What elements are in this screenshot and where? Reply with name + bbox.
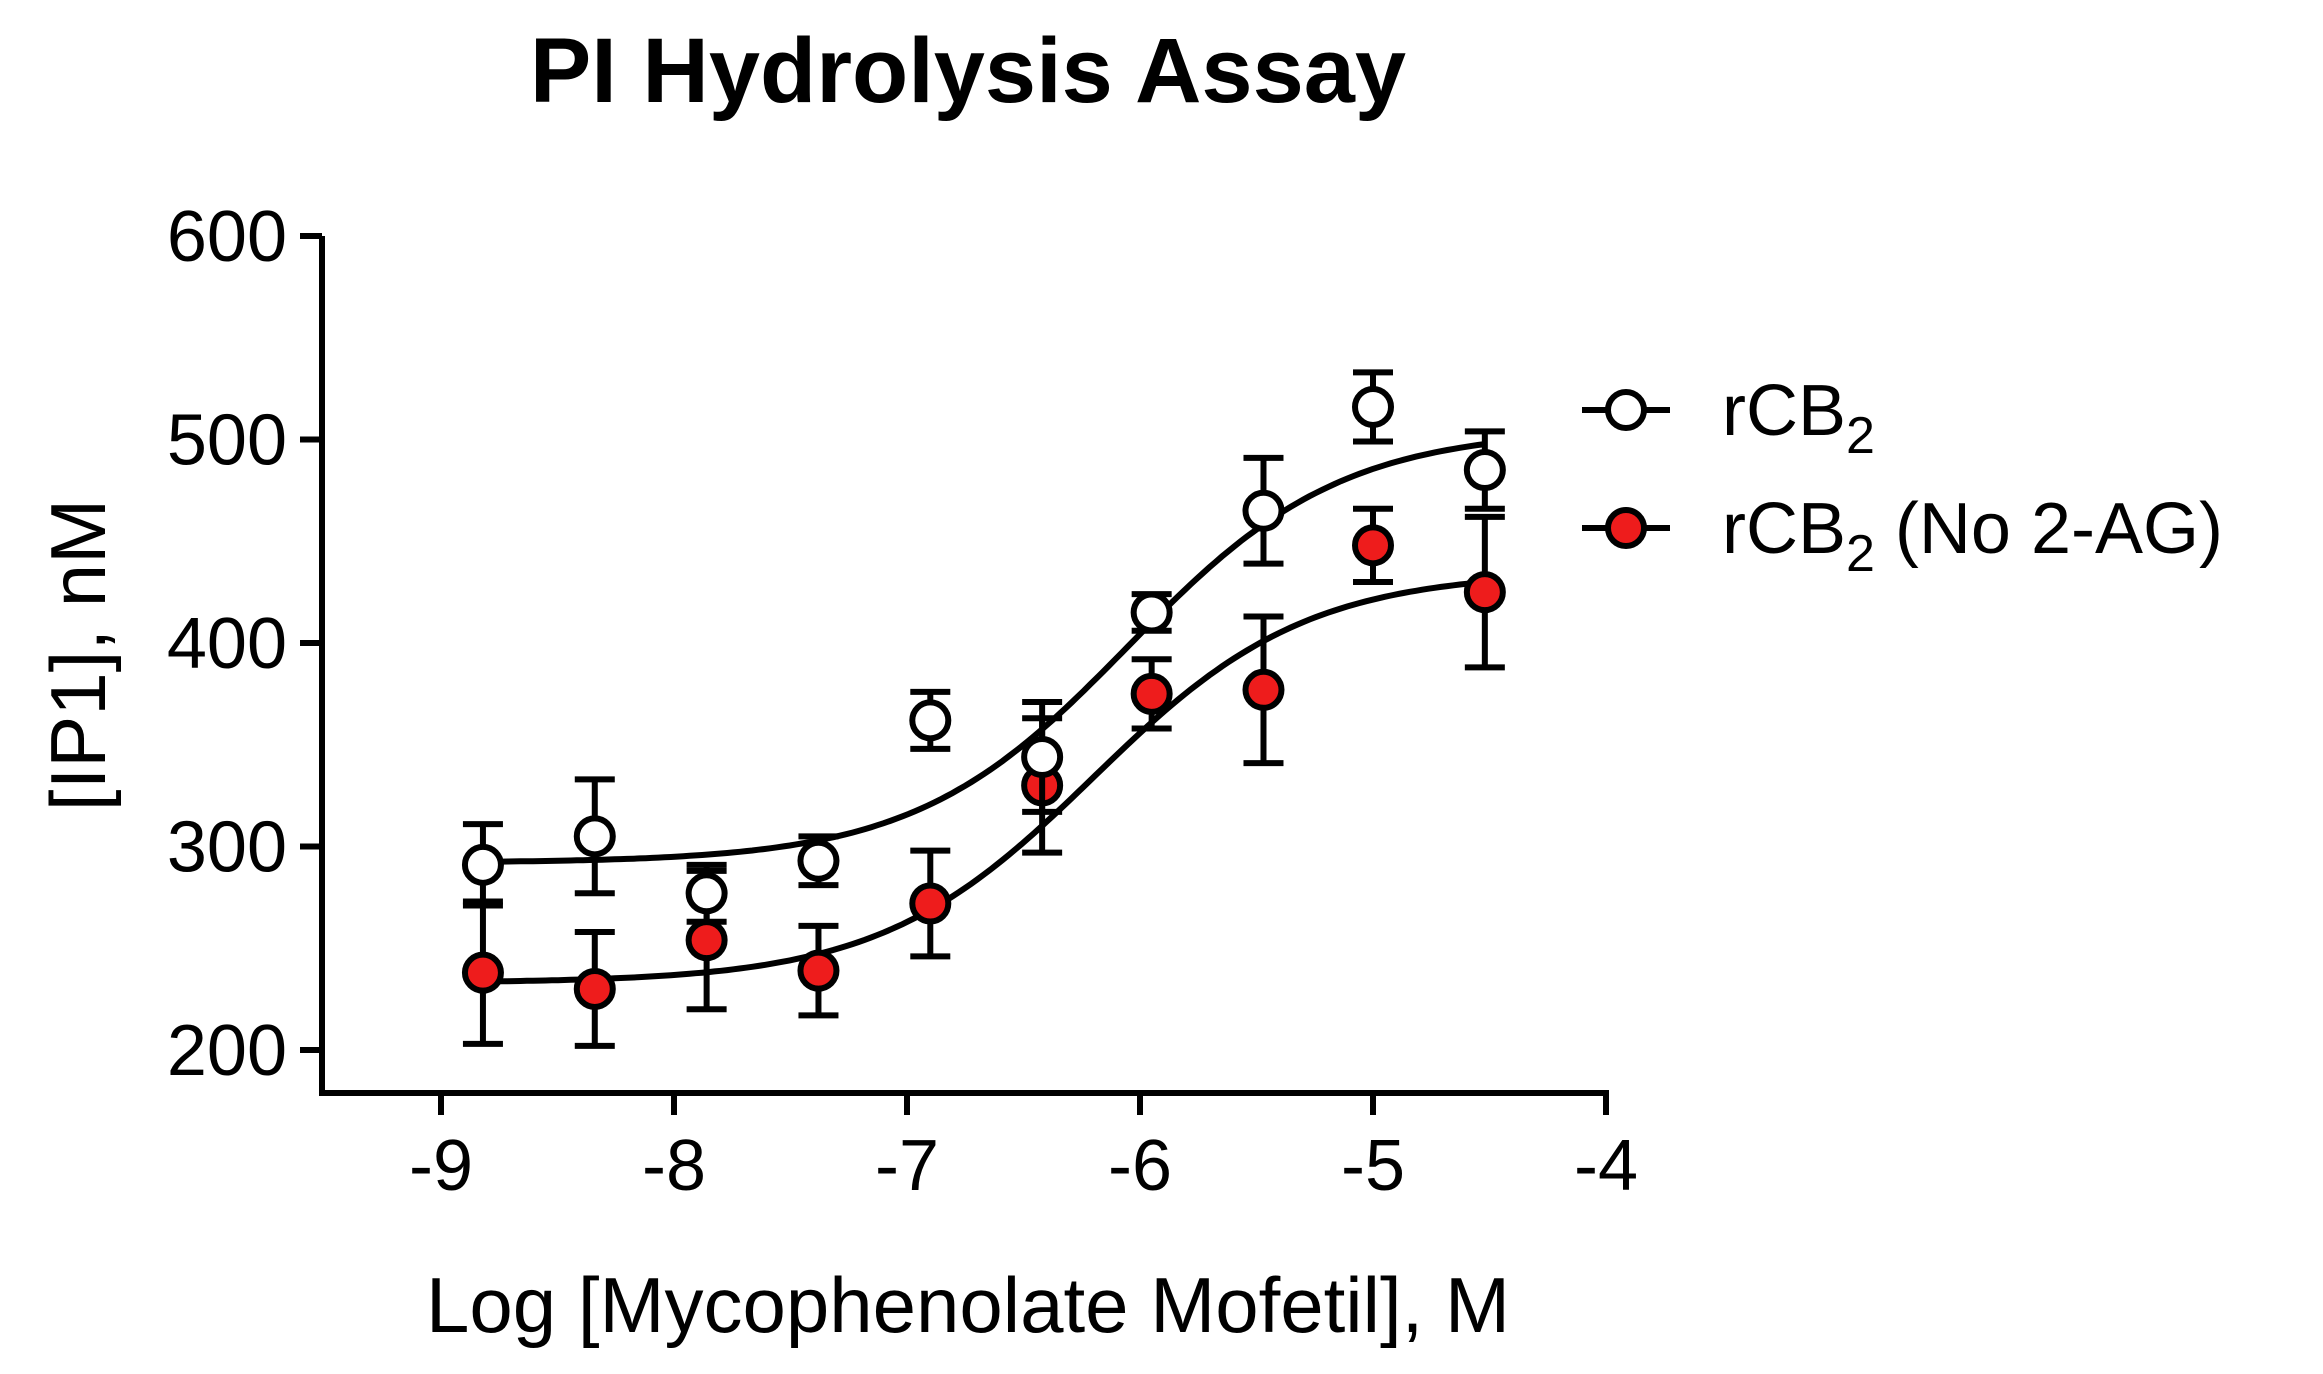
data-point-series-1 <box>1130 591 1173 634</box>
data-point-series-2 <box>461 951 504 994</box>
legend-label: rCB2 (No 2-AG) <box>1722 489 2223 583</box>
axes: 200 300 400 500 600 -9 -8 -7 -6 -5 -4 <box>167 197 1638 1206</box>
x-tick-label: -6 <box>1108 1126 1172 1206</box>
data-point-series-2 <box>573 967 616 1010</box>
data-point-series-2 <box>797 949 840 992</box>
data-point-series-2 <box>1242 668 1285 711</box>
fit-curve-series-1 <box>482 441 1486 865</box>
y-tick-label: 500 <box>167 401 287 481</box>
data-point-series-2 <box>1463 571 1506 614</box>
fit-curve-series-2 <box>482 578 1486 985</box>
data-points <box>461 369 1506 1049</box>
data-point-series-1 <box>797 839 840 882</box>
x-tick-label: -7 <box>875 1126 939 1206</box>
y-tick-label: 600 <box>167 197 287 277</box>
data-point-series-2 <box>1130 672 1173 715</box>
y-tick-label: 400 <box>167 604 287 684</box>
data-point-series-1 <box>1352 385 1394 428</box>
data-point-series-1 <box>1463 449 1506 492</box>
y-axis-label: [IP1], nM <box>34 499 122 811</box>
legend-label: rCB2 <box>1722 371 1875 465</box>
x-tick-label: -4 <box>1574 1126 1638 1206</box>
data-point-series-1 <box>573 815 616 858</box>
chart-title: PI Hydrolysis Assay <box>530 20 1406 122</box>
x-axis-label: Log [Mycophenolate Mofetil], M <box>426 1261 1510 1349</box>
legend-marker <box>1605 507 1647 549</box>
legend: rCB2 rCB2 (No 2-AG) <box>1582 371 2223 583</box>
data-point-series-1 <box>685 872 728 915</box>
data-point-series-2 <box>909 882 952 925</box>
data-point-series-1 <box>461 843 504 886</box>
data-point-series-2 <box>1352 524 1394 567</box>
data-point-series-2 <box>685 919 728 962</box>
x-tick-label: -9 <box>409 1126 473 1206</box>
y-tick-label: 200 <box>167 1011 287 1091</box>
legend-marker <box>1605 389 1647 431</box>
data-point-series-1 <box>1021 735 1064 778</box>
fit-curves <box>482 441 1486 985</box>
data-point-series-1 <box>909 699 952 742</box>
x-tick-label: -5 <box>1341 1126 1405 1206</box>
data-point-series-1 <box>1242 489 1285 532</box>
y-tick-label: 300 <box>167 808 287 888</box>
x-tick-label: -8 <box>642 1126 706 1206</box>
